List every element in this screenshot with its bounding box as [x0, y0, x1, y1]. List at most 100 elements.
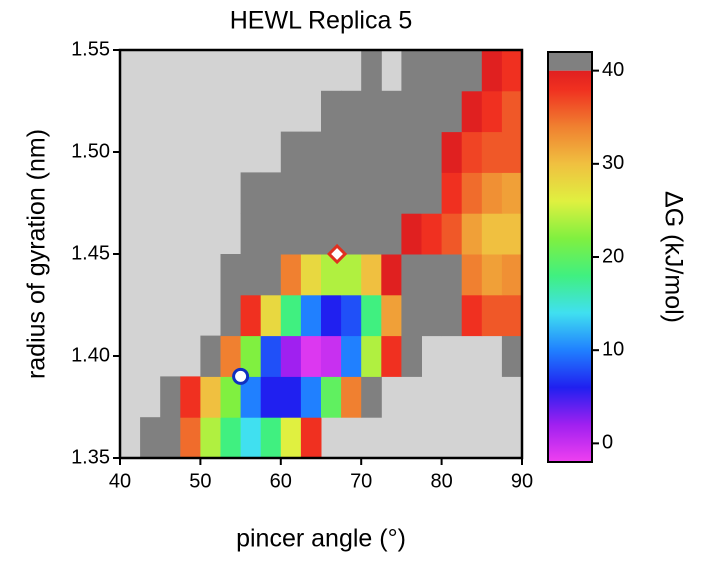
heatmap-cell: [280, 172, 302, 214]
heatmap-cell: [341, 213, 362, 255]
heatmap-cell: [140, 417, 161, 459]
heatmap-cell: [200, 335, 221, 377]
heatmap-cell: [481, 172, 503, 214]
heatmap-cell: [381, 294, 402, 337]
heatmap-cell: [461, 254, 483, 296]
heatmap-cell: [501, 172, 523, 214]
marker-circle: [232, 367, 250, 385]
heatmap-cell: [501, 294, 523, 337]
heatmap-cell: [481, 213, 503, 255]
heatmap-cell: [401, 213, 422, 255]
heatmap-cell: [220, 254, 242, 296]
heatmap-cell: [501, 213, 523, 255]
heatmap-cell: [240, 213, 262, 255]
heatmap-cell: [220, 335, 242, 377]
heatmap-cell: [200, 376, 221, 418]
heatmap-cell: [260, 376, 282, 418]
heatmap-cell: [361, 335, 382, 377]
heatmap-cell: [361, 131, 382, 173]
heatmap-cell: [481, 90, 503, 133]
y-tick-label: 1.45: [71, 242, 110, 264]
heatmap-cell: [321, 294, 342, 337]
heatmap-cell: [381, 335, 402, 377]
heatmap-cell: [421, 90, 443, 133]
colorbar-label: ΔG (kJ/mol): [659, 191, 687, 323]
heatmap-cell: [321, 90, 342, 133]
heatmap-cell: [321, 254, 342, 296]
heatmap-cell: [260, 254, 282, 296]
heatmap-cell: [321, 376, 342, 418]
heatmap-cell: [220, 376, 242, 418]
heatmap-cell: [441, 131, 463, 173]
colorbar-tick-label: 0: [602, 432, 613, 454]
heatmap-cell: [381, 254, 402, 296]
heatmap-cell: [481, 50, 503, 92]
heatmap-cell: [321, 131, 342, 173]
y-axis-label: radius of gyration (nm): [23, 129, 51, 379]
heatmap-cell: [180, 376, 201, 418]
x-axis-label: pincer angle (°): [236, 525, 406, 553]
colorbar-tick-label: 40: [602, 59, 624, 81]
heatmap-cell: [321, 172, 342, 214]
colorbar-tick-label: 30: [602, 152, 624, 174]
heatmap-cell: [280, 254, 302, 296]
heatmap-cell: [481, 131, 503, 173]
heatmap-cell: [300, 417, 322, 459]
heatmap-cell: [441, 172, 463, 214]
heatmap-cell: [421, 294, 443, 337]
heatmap-cell: [501, 50, 523, 92]
heatmap-cell: [341, 335, 362, 377]
heatmap-cell: [160, 417, 181, 459]
heatmap-cell: [260, 172, 282, 214]
heatmap-cell: [341, 376, 362, 418]
heatmap-cell: [441, 213, 463, 255]
heatmap-cell: [381, 90, 402, 133]
heatmap-cell: [341, 90, 362, 133]
heatmap-cell: [300, 254, 322, 296]
heatmap-cell: [260, 213, 282, 255]
heatmap-cell: [361, 254, 382, 296]
heatmap-cell: [280, 376, 302, 418]
heatmap-cell: [260, 417, 282, 459]
heatmap-cell: [401, 335, 422, 377]
heatmap-cell: [240, 417, 262, 459]
heatmap-cell: [421, 50, 443, 92]
heatmap-cell: [381, 131, 402, 173]
colorbar-tick-label: 20: [602, 245, 624, 267]
heatmap-cell: [401, 50, 422, 92]
chart-title: HEWL Replica 5: [230, 7, 412, 35]
heatmap-cell: [240, 294, 262, 337]
heatmap-cell: [401, 90, 422, 133]
heatmap-cell: [421, 213, 443, 255]
colorbar: [548, 70, 592, 463]
heatmap-cell: [240, 376, 262, 418]
x-tick-label: 40: [109, 470, 131, 492]
heatmap-cell: [401, 131, 422, 173]
heatmap-cell: [421, 131, 443, 173]
heatmap-cell: [501, 131, 523, 173]
heatmap-cell: [300, 335, 322, 377]
x-tick-label: 70: [350, 470, 372, 492]
colorbar-tick-label: 10: [602, 338, 624, 360]
y-tick-label: 1.40: [71, 344, 110, 366]
x-tick-label: 60: [270, 470, 292, 492]
y-tick-label: 1.50: [71, 140, 110, 162]
heatmap-cell: [381, 172, 402, 214]
marker-diamond: [326, 243, 348, 265]
heatmap-cell: [441, 294, 463, 337]
heatmap-cell: [441, 254, 463, 296]
heatmap-cell: [280, 294, 302, 337]
heatmap-cell: [461, 294, 483, 337]
heatmap-cell: [240, 172, 262, 214]
heatmap-cell: [381, 213, 402, 255]
heatmap-cell: [280, 335, 302, 377]
heatmap-cell: [361, 172, 382, 214]
heatmap-cell: [361, 50, 382, 92]
heatmap-cell: [300, 376, 322, 418]
heatmap-cell: [401, 172, 422, 214]
y-tick-label: 1.55: [71, 38, 110, 60]
x-tick-label: 80: [430, 470, 452, 492]
x-tick-label: 50: [189, 470, 211, 492]
heatmap-cell: [401, 254, 422, 296]
